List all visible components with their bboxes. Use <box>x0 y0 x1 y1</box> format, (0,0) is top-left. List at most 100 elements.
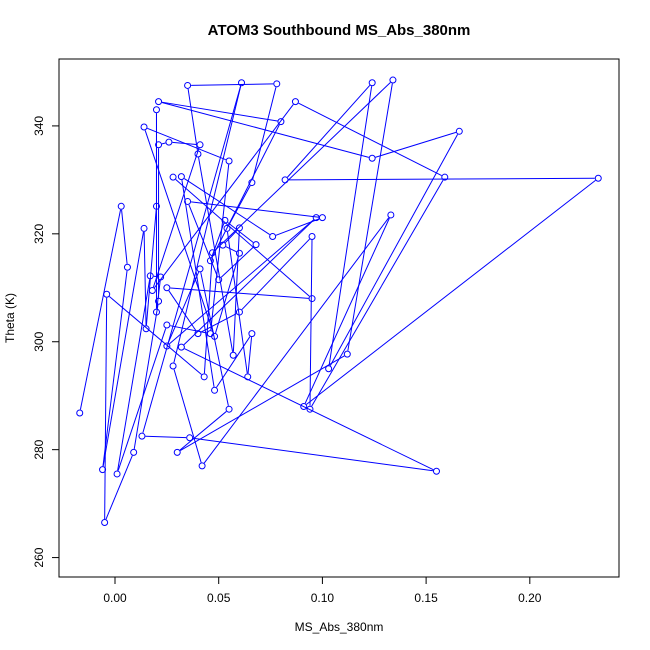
data-point <box>186 434 194 442</box>
data-point <box>117 202 125 210</box>
series-segment <box>161 142 166 145</box>
series-segment <box>161 101 278 122</box>
series-segment <box>109 296 202 375</box>
series-segment <box>102 270 128 467</box>
data-point <box>291 98 299 106</box>
data-point <box>113 470 121 478</box>
data-point <box>248 179 256 187</box>
y-axis-label: Theta (K) <box>3 293 17 343</box>
series-segment <box>203 256 213 374</box>
data-point <box>196 141 204 149</box>
data-point <box>281 176 289 184</box>
data-point <box>325 365 333 373</box>
data-point <box>235 224 243 232</box>
series-segment <box>104 297 108 520</box>
series-segment <box>214 82 391 251</box>
data-point <box>387 211 395 219</box>
series-segment <box>179 411 227 451</box>
series-segment <box>252 87 277 180</box>
series-segment <box>105 455 133 520</box>
series-segment <box>191 83 274 86</box>
chart-title: ATOM3 Southbound MS_Abs_380nm <box>208 22 471 39</box>
series-segment <box>200 313 237 333</box>
series-segment <box>142 85 242 433</box>
series-segment <box>145 435 187 439</box>
series-segment <box>170 287 309 299</box>
data-point <box>318 214 326 222</box>
data-point <box>157 273 165 281</box>
series-segment <box>168 290 197 332</box>
series-segment <box>173 86 242 363</box>
data-point <box>99 466 107 474</box>
y-tick-label: 320 <box>32 223 46 243</box>
series-segment <box>304 217 390 404</box>
data-point <box>184 81 192 89</box>
data-point <box>269 233 277 241</box>
y-tick-label: 300 <box>32 331 46 351</box>
x-tick-label: 0.00 <box>103 591 127 605</box>
data-point <box>194 150 202 158</box>
series-segment <box>117 279 151 471</box>
data-point <box>211 386 219 394</box>
series-segment <box>309 240 313 406</box>
data-point <box>235 249 243 257</box>
data-point <box>101 519 109 527</box>
series-segment <box>298 102 442 177</box>
series-segment <box>145 209 157 326</box>
series-segment <box>169 219 314 345</box>
data-point <box>238 79 246 87</box>
data-point <box>208 249 216 257</box>
data-point <box>277 118 285 126</box>
data-point <box>455 127 463 135</box>
data-point <box>219 241 227 249</box>
x-axis-label: MS_Abs_380nm <box>295 620 384 634</box>
series-segment <box>306 179 596 405</box>
data-point <box>273 80 281 88</box>
data-point <box>225 405 233 413</box>
data-point <box>140 224 148 232</box>
series-segment <box>181 180 215 387</box>
series-segment <box>227 222 254 243</box>
data-point <box>211 332 219 340</box>
data-point <box>300 402 308 410</box>
data-point <box>130 448 138 456</box>
data-point <box>198 462 206 470</box>
series-segment <box>328 86 373 366</box>
series-segment <box>241 238 310 310</box>
series-segment <box>193 437 434 472</box>
data-point <box>244 373 252 381</box>
y-tick-label: 260 <box>32 547 46 567</box>
series-segment <box>161 102 369 158</box>
x-tick-label: 0.15 <box>414 591 438 605</box>
data-point <box>163 321 171 329</box>
series-segment <box>211 124 280 258</box>
series-segment <box>175 179 310 297</box>
data-point <box>173 448 181 456</box>
data-point <box>146 272 154 280</box>
data-point <box>123 263 131 271</box>
series-segment <box>347 83 393 351</box>
data-point <box>308 295 316 303</box>
data-point <box>163 284 171 292</box>
data-point <box>155 98 163 106</box>
data-point <box>169 173 177 181</box>
series-segment <box>216 336 251 388</box>
series-segment <box>247 337 253 374</box>
data-point <box>152 308 160 316</box>
series-segment <box>288 177 595 181</box>
data-point <box>215 276 223 284</box>
series-segment <box>220 246 254 278</box>
data-point <box>594 174 602 182</box>
series-segment <box>183 219 315 346</box>
series-segment <box>287 85 371 178</box>
data-point <box>142 325 150 333</box>
data-point <box>312 214 320 222</box>
data-point <box>177 173 185 181</box>
y-tick-label: 340 <box>32 116 46 136</box>
data-point <box>138 432 146 440</box>
data-point <box>194 330 202 338</box>
data-point <box>163 342 171 350</box>
y-tick-label: 280 <box>32 439 46 459</box>
series-segment <box>121 209 128 264</box>
x-tick-label: 0.20 <box>518 591 542 605</box>
